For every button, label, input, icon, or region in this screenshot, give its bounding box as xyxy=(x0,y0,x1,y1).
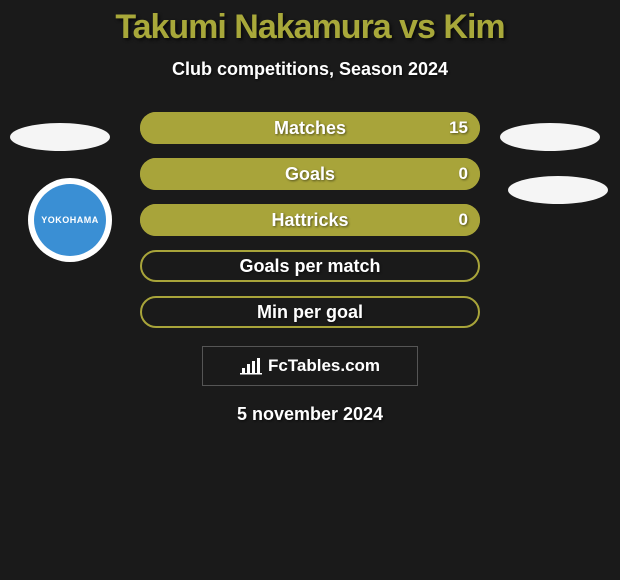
club-badge: YOKOHAMA xyxy=(28,178,112,262)
stat-value-right: 0 xyxy=(459,164,468,184)
watermark-text: FcTables.com xyxy=(268,356,380,376)
stat-bar: Matches 15 xyxy=(140,112,480,144)
stat-label: Goals xyxy=(285,164,335,185)
stat-bar: Min per goal xyxy=(140,296,480,328)
stat-value-right: 15 xyxy=(449,118,468,138)
watermark: FcTables.com xyxy=(202,346,418,386)
club-badge-inner: YOKOHAMA xyxy=(34,184,106,256)
player-left-placeholder xyxy=(10,123,110,151)
subtitle: Club competitions, Season 2024 xyxy=(0,59,620,80)
date: 5 november 2024 xyxy=(0,404,620,425)
stats-panel: Matches 15 Goals 0 Hattricks 0 Goals per match… xyxy=(140,112,480,328)
stat-value-right: 0 xyxy=(459,210,468,230)
player-right-placeholder-a xyxy=(500,123,600,151)
stat-bar: Goals per match xyxy=(140,250,480,282)
stat-label: Min per goal xyxy=(257,302,363,323)
stat-bar: Hattricks 0 xyxy=(140,204,480,236)
stat-label: Hattricks xyxy=(271,210,348,231)
stat-label: Goals per match xyxy=(239,256,380,277)
chart-icon xyxy=(240,357,262,375)
stat-label: Matches xyxy=(274,118,346,139)
club-badge-text: YOKOHAMA xyxy=(41,215,99,225)
page-title: Takumi Nakamura vs Kim xyxy=(0,0,620,47)
stat-bar: Goals 0 xyxy=(140,158,480,190)
player-right-placeholder-b xyxy=(508,176,608,204)
